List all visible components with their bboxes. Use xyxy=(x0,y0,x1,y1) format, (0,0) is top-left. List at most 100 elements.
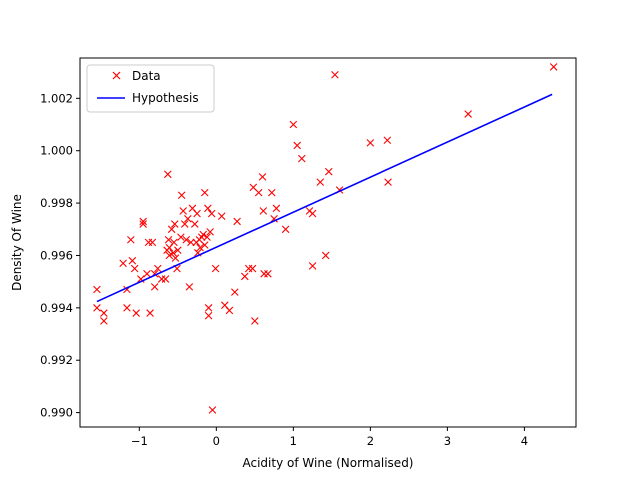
data-point xyxy=(128,256,137,265)
hypothesis-line xyxy=(96,93,553,303)
data-point xyxy=(93,285,101,294)
x-tick-label: 0 xyxy=(213,434,220,448)
data-point xyxy=(187,238,195,247)
y-tick-label: 1.000 xyxy=(40,144,73,158)
data-point xyxy=(146,309,154,317)
data-point xyxy=(251,317,259,325)
data-point xyxy=(217,212,226,220)
data-point xyxy=(204,204,212,213)
data-point xyxy=(308,209,317,218)
data-point xyxy=(130,264,139,273)
y-axis-label: Density Of Wine xyxy=(10,194,24,291)
data-point xyxy=(179,207,187,215)
data-point xyxy=(165,251,174,260)
data-point xyxy=(184,215,192,223)
data-point xyxy=(298,154,306,163)
x-tick-label: 2 xyxy=(367,434,374,448)
data-point xyxy=(148,238,157,247)
data-point xyxy=(464,110,472,118)
legend: Data Hypothesis xyxy=(86,64,215,113)
data-point xyxy=(207,209,216,218)
data-point xyxy=(267,188,276,197)
data-point xyxy=(260,270,268,278)
legend-box xyxy=(86,64,215,113)
data-point xyxy=(143,270,151,278)
data-point xyxy=(383,136,392,145)
data-point xyxy=(185,283,194,291)
data-point xyxy=(259,207,268,215)
data-point xyxy=(211,264,220,273)
data-point xyxy=(170,238,178,247)
y-tick-label: 0.990 xyxy=(40,406,73,420)
data-point xyxy=(139,217,147,226)
data-point xyxy=(157,275,166,283)
data-point xyxy=(270,215,278,223)
y-tick-label: 0.994 xyxy=(40,301,73,315)
y-tick-label: 0.998 xyxy=(40,196,73,210)
data-point xyxy=(241,272,249,281)
data-point xyxy=(139,220,147,228)
data-point xyxy=(204,311,213,320)
legend-label-data: Data xyxy=(132,69,161,83)
data-point xyxy=(164,235,173,244)
y-axis: 0.990 0.992 0.994 0.996 0.998 1.000 1.002 xyxy=(40,91,80,420)
data-point xyxy=(132,309,141,317)
data-point xyxy=(258,173,267,181)
data-point xyxy=(254,188,263,197)
data-point xyxy=(331,70,339,79)
x-tick-label: 4 xyxy=(521,434,528,448)
x-axis: −1 0 1 2 3 4 xyxy=(131,427,528,448)
y-tick-label: 0.992 xyxy=(40,353,73,367)
data-point xyxy=(170,220,179,228)
x-axis-label: Acidity of Wine (Normalised) xyxy=(243,456,414,470)
data-point xyxy=(366,139,375,147)
data-point xyxy=(200,188,209,197)
data-point xyxy=(281,225,290,234)
data-point xyxy=(289,120,298,129)
data-point xyxy=(203,233,211,241)
data-point xyxy=(199,230,208,239)
x-tick-label: 3 xyxy=(444,434,451,448)
data-point xyxy=(180,220,189,228)
data-point xyxy=(316,178,325,186)
data-point xyxy=(190,220,199,228)
data-point xyxy=(127,235,135,244)
data-point xyxy=(100,309,108,317)
data-point xyxy=(233,217,241,226)
data-point xyxy=(225,306,234,315)
data-point xyxy=(244,264,253,273)
legend-marker-data xyxy=(112,71,121,80)
data-point xyxy=(308,262,317,270)
data-point xyxy=(150,283,159,291)
data-point xyxy=(171,254,180,262)
axes-frame xyxy=(79,57,577,428)
data-point xyxy=(100,317,108,325)
data-point xyxy=(204,304,213,312)
data-point xyxy=(174,246,182,255)
data-point xyxy=(272,204,281,213)
data-point xyxy=(264,270,272,278)
data-point xyxy=(549,63,558,71)
data-point xyxy=(153,264,162,273)
y-tick-label: 0.996 xyxy=(40,248,73,262)
data-point xyxy=(193,209,201,218)
data-point xyxy=(177,191,186,200)
x-tick-label: 1 xyxy=(290,434,297,448)
data-point xyxy=(384,178,392,186)
data-point xyxy=(196,243,204,252)
data-point xyxy=(206,228,214,236)
data-point xyxy=(293,141,301,150)
data-point xyxy=(119,259,127,268)
data-point xyxy=(231,288,239,296)
y-tick-label: 1.002 xyxy=(40,91,73,105)
data-point xyxy=(200,241,209,249)
data-point xyxy=(161,275,170,283)
data-point xyxy=(123,304,131,312)
legend-label-hypothesis: Hypothesis xyxy=(132,91,199,105)
data-point xyxy=(324,167,333,176)
data-series xyxy=(93,63,558,414)
data-point xyxy=(248,264,257,273)
data-point xyxy=(144,238,153,247)
data-point xyxy=(169,249,177,257)
